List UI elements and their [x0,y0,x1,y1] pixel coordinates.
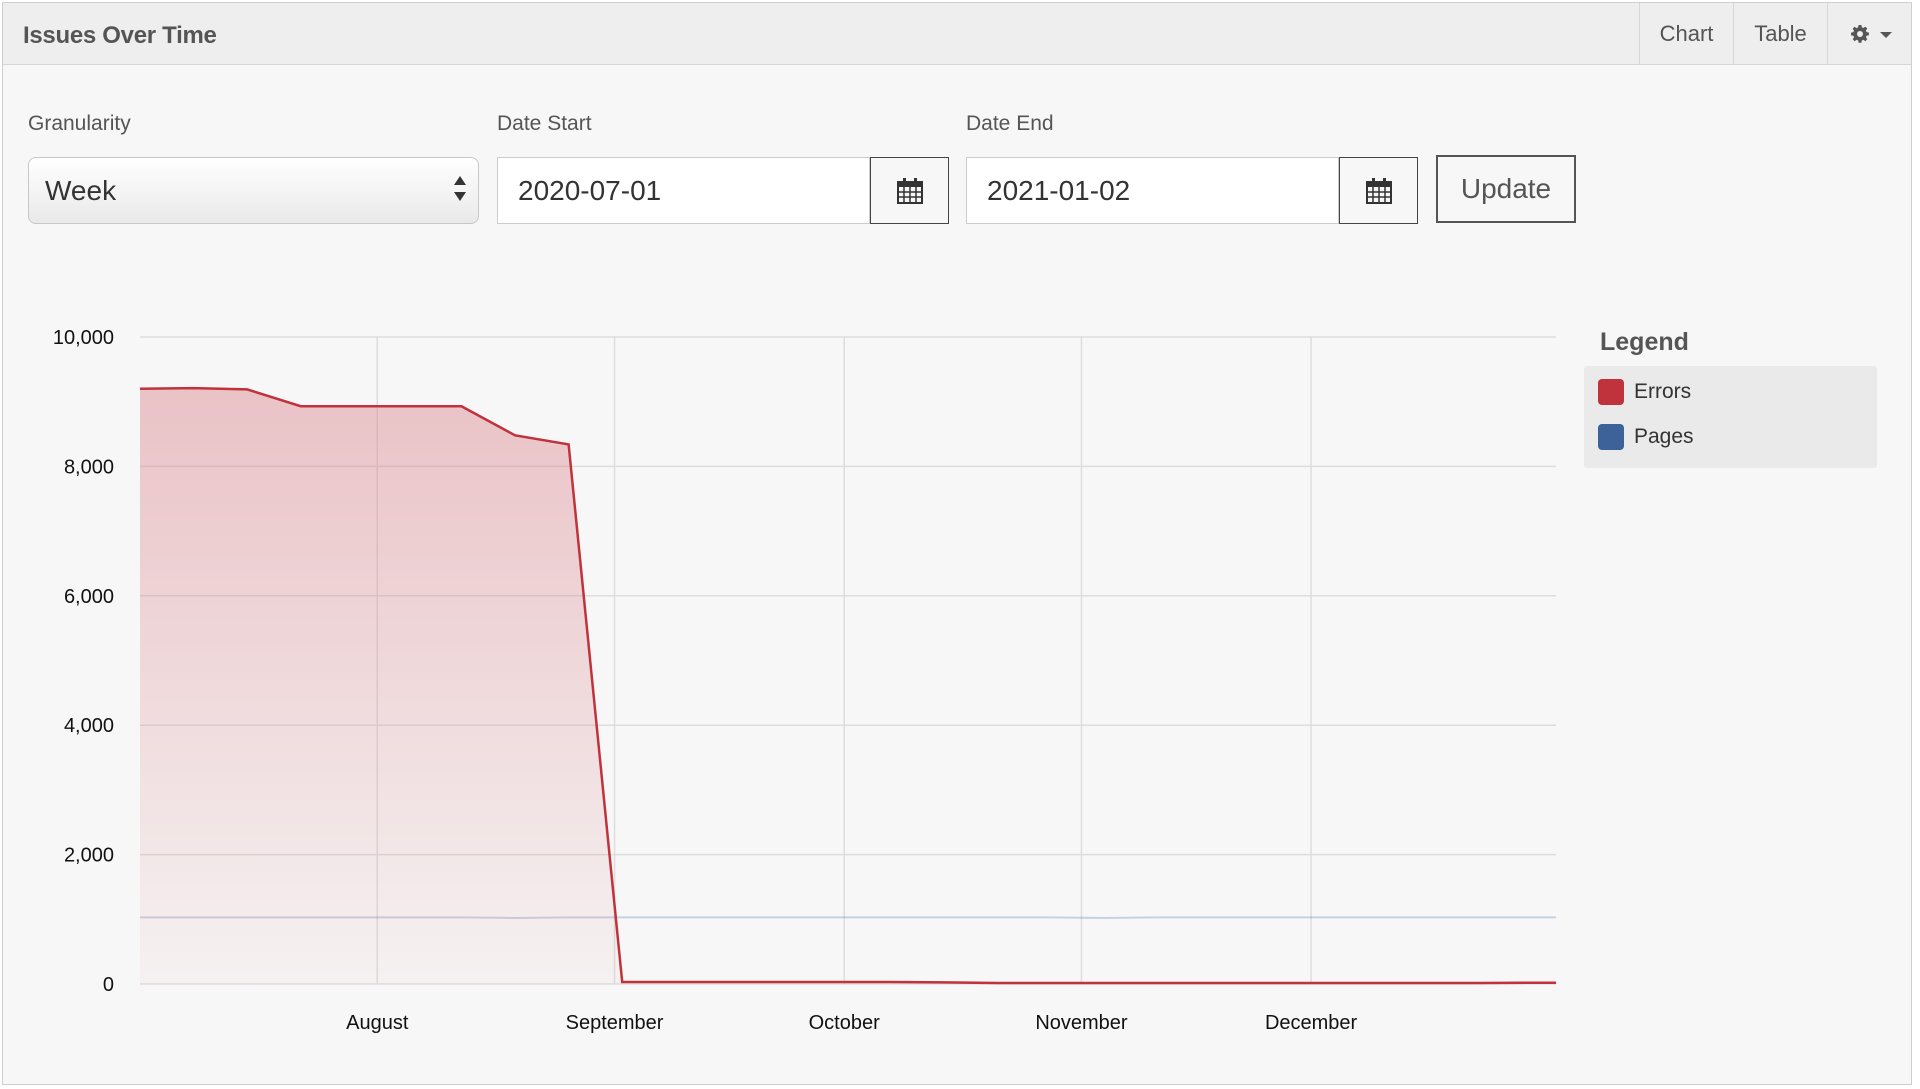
legend-item-pages[interactable]: Pages [1598,422,1694,452]
chart-view-button[interactable]: Chart [1639,3,1733,64]
legend-item-errors[interactable]: Errors [1598,377,1691,407]
legend-label-errors: Errors [1634,380,1692,403]
y-tick-label: 2,000 [64,845,114,867]
y-tick-label: 6,000 [64,586,114,608]
date-start-label: Date Start [497,112,592,135]
calendar-icon [896,177,923,204]
update-button[interactable]: Update [1436,155,1576,223]
calendar-icon [1365,177,1392,204]
panel-title: Issues Over Time [23,22,217,49]
x-tick-label: August [346,1012,409,1034]
date-start-input[interactable] [497,157,870,224]
date-end-calendar-button[interactable] [1339,157,1418,224]
x-tick-label: November [1035,1012,1128,1034]
x-tick-label: December [1265,1012,1358,1034]
legend: Errors Pages [1584,366,1877,468]
settings-dropdown-button[interactable] [1827,3,1913,64]
table-view-button[interactable]: Table [1733,3,1827,64]
legend-title: Legend [1600,328,1689,356]
panel-header: Issues Over Time Chart Table [3,3,1911,65]
y-tick-label: 10,000 [53,327,114,349]
chevron-down-icon [1879,31,1892,38]
legend-label-pages: Pages [1634,425,1694,448]
y-tick-label: 4,000 [64,715,114,737]
date-end-input[interactable] [966,157,1339,224]
date-end-label: Date End [966,112,1054,135]
legend-swatch-errors [1598,379,1624,405]
granularity-select[interactable]: Week [28,157,479,224]
select-arrows-icon [454,176,466,206]
legend-swatch-pages [1598,424,1624,450]
granularity-label: Granularity [28,112,131,135]
gear-icon [1850,24,1869,43]
x-tick-label: September [566,1012,664,1034]
y-tick-label: 8,000 [64,456,114,478]
y-tick-label: 0 [103,974,114,996]
x-tick-label: October [809,1012,880,1034]
series-line-errors [139,386,1556,985]
date-start-calendar-button[interactable] [870,157,949,224]
granularity-value: Week [45,174,117,206]
series-area-errors [140,388,1556,984]
